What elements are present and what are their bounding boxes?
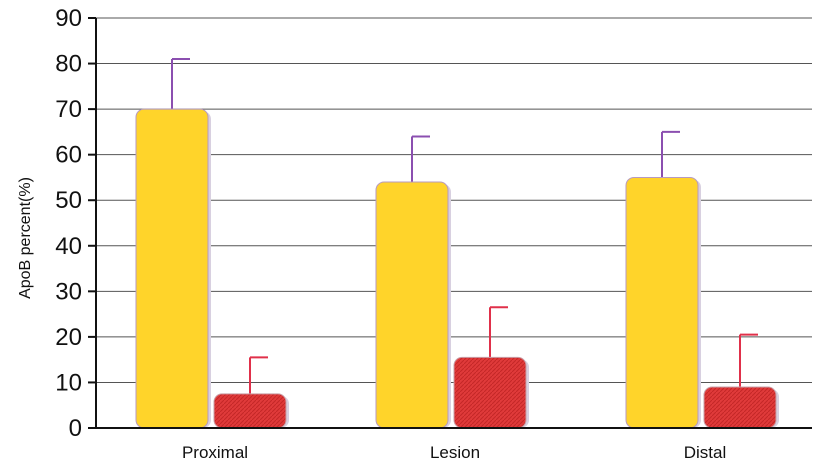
axes	[95, 18, 812, 429]
bar-series-1	[625, 176, 699, 429]
bar-series-2	[213, 393, 287, 429]
y-tick-label: 40	[55, 233, 82, 260]
y-tick-label: 10	[55, 369, 82, 396]
x-category-label: Distal	[684, 443, 727, 462]
y-axis-title: ApoB percent(%)	[17, 177, 34, 299]
bars	[135, 58, 779, 429]
bar-series-2	[453, 356, 527, 429]
bar-series-1	[135, 108, 209, 429]
y-tick-label: 50	[55, 187, 82, 214]
bar-series-1	[375, 181, 449, 429]
x-category-label: Lesion	[430, 443, 480, 462]
y-tick-label: 20	[55, 324, 82, 351]
bar-series-2	[703, 386, 777, 429]
y-tick-label: 80	[55, 51, 82, 78]
labels: 0 10 20 30 40 50 60 70 80 90 Proximal Lesion Distal	[55, 5, 726, 462]
y-tick-label: 70	[55, 96, 82, 123]
y-tick-label: 30	[55, 278, 82, 305]
y-tick-label: 0	[69, 415, 82, 442]
y-tick-label: 60	[55, 142, 82, 169]
y-tick-label: 90	[55, 5, 82, 32]
x-category-label: Proximal	[182, 443, 248, 462]
